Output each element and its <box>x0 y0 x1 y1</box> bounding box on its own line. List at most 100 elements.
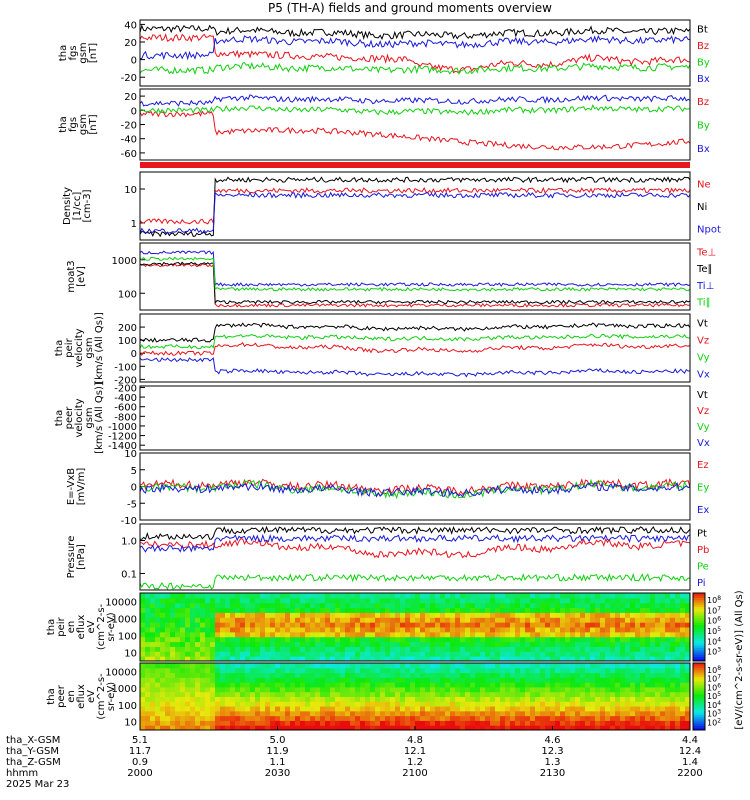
heatmap-cell <box>500 686 506 693</box>
heatmap-cell <box>655 646 661 652</box>
heatmap-cell <box>615 715 621 721</box>
heatmap-cell <box>555 597 561 604</box>
heatmap-cell <box>565 710 571 717</box>
heatmap-cell <box>180 667 186 674</box>
heatmap-cell <box>235 701 241 707</box>
heatmap-cell <box>675 622 681 628</box>
heatmap-cell <box>445 696 451 702</box>
heatmap-cell <box>360 720 366 726</box>
heatmap-cell <box>235 663 241 669</box>
heatmap-cell <box>335 667 341 674</box>
heatmap-cell <box>495 607 501 613</box>
heatmap-cell <box>525 646 531 652</box>
heatmap-cell <box>515 617 521 623</box>
heatmap-cell <box>420 691 426 697</box>
colorbar-cell <box>693 638 705 642</box>
heatmap-cell <box>540 593 546 599</box>
heatmap-cell <box>580 656 586 662</box>
heatmap-cell <box>515 725 521 731</box>
heatmap-cell <box>605 696 611 702</box>
time-row-value: 1.2 <box>407 757 423 768</box>
series-line-Te⊥ <box>139 263 691 308</box>
heatmap-cell <box>405 617 411 623</box>
heatmap-cell <box>355 696 361 702</box>
heatmap-cell <box>615 656 621 662</box>
heatmap-cell <box>555 725 561 731</box>
ylabel-line: eV <box>86 690 97 703</box>
heatmap-cell <box>240 646 246 652</box>
heatmap-cell <box>460 682 466 688</box>
heatmap-cell <box>495 706 501 712</box>
heatmap-cell <box>675 602 681 609</box>
heatmap-cell <box>600 651 606 657</box>
heatmap-cell <box>640 636 646 643</box>
heatmap-cell <box>380 677 386 683</box>
heatmap-cell <box>300 627 306 633</box>
heatmap-cell <box>560 651 566 657</box>
tick-base: 10 <box>707 637 717 646</box>
heatmap-cell <box>230 651 236 657</box>
heatmap-cell <box>565 682 571 688</box>
heatmap-cell <box>220 696 226 702</box>
series-line-Bx <box>139 94 691 107</box>
heatmap-cell <box>475 622 481 628</box>
heatmap-cell <box>645 686 651 693</box>
heatmap-cell <box>650 710 656 717</box>
heatmap-cell <box>505 597 511 604</box>
legend-Ex: Ex <box>697 505 709 516</box>
heatmap-cell <box>660 720 666 726</box>
heatmap-cell <box>200 682 206 688</box>
heatmap-cell <box>675 617 681 623</box>
heatmap-cell <box>630 720 636 726</box>
heatmap-cell <box>620 682 626 688</box>
legend-Vy: Vy <box>697 353 710 364</box>
heatmap-cell <box>235 672 241 678</box>
heatmap-cell <box>390 686 396 693</box>
heatmap-cell <box>505 701 511 707</box>
colorbar-cell <box>693 608 705 612</box>
time-row-value: 2000 <box>127 768 152 779</box>
colorbar-tick: 104 <box>707 700 721 710</box>
heatmap-cell <box>645 641 651 647</box>
heatmap-cell <box>595 597 601 604</box>
heatmap-cell <box>150 651 156 657</box>
heatmap-cell <box>145 607 151 613</box>
heatmap-cell <box>555 631 561 638</box>
ylabel-line: [eV] <box>76 266 87 287</box>
heatmap-cell <box>285 631 291 638</box>
heatmap-cell <box>560 701 566 707</box>
heatmap-cell <box>300 636 306 643</box>
heatmap-cell <box>250 686 256 693</box>
heatmap-cell <box>500 593 506 599</box>
heatmap-cell <box>235 622 241 628</box>
heatmap-cell <box>550 641 556 647</box>
time-row-value: 1.1 <box>270 757 286 768</box>
heatmap-cell <box>215 677 221 683</box>
heatmap-cell <box>525 667 531 674</box>
heatmap-cell <box>445 602 451 609</box>
ylabel-line: tha <box>58 45 69 61</box>
heatmap-cell <box>385 663 391 669</box>
heatmap-cell <box>600 663 606 669</box>
heatmap-cell <box>395 677 401 683</box>
heatmap-cell <box>180 617 186 623</box>
heatmap-cell <box>390 725 396 731</box>
heatmap-cell <box>220 677 226 683</box>
heatmap-cell <box>390 656 396 662</box>
tick-label: -1000 <box>108 422 137 433</box>
heatmap-cell <box>685 706 691 712</box>
heatmap-cell <box>550 696 556 702</box>
heatmap-cell <box>145 715 151 721</box>
heatmap-cell <box>195 686 201 693</box>
heatmap-cell <box>495 696 501 702</box>
tick-label: -100 <box>114 362 137 373</box>
time-row-label: tha_X-GSM <box>6 735 60 746</box>
heatmap-cell <box>315 725 321 731</box>
heatmap-cell <box>170 706 176 712</box>
heatmap-cell <box>255 631 261 638</box>
heatmap-cell <box>330 597 336 604</box>
tick-base: 10 <box>707 718 717 727</box>
heatmap-cell <box>430 612 436 618</box>
heatmap-cell <box>325 672 331 678</box>
heatmap-cell <box>675 593 681 599</box>
